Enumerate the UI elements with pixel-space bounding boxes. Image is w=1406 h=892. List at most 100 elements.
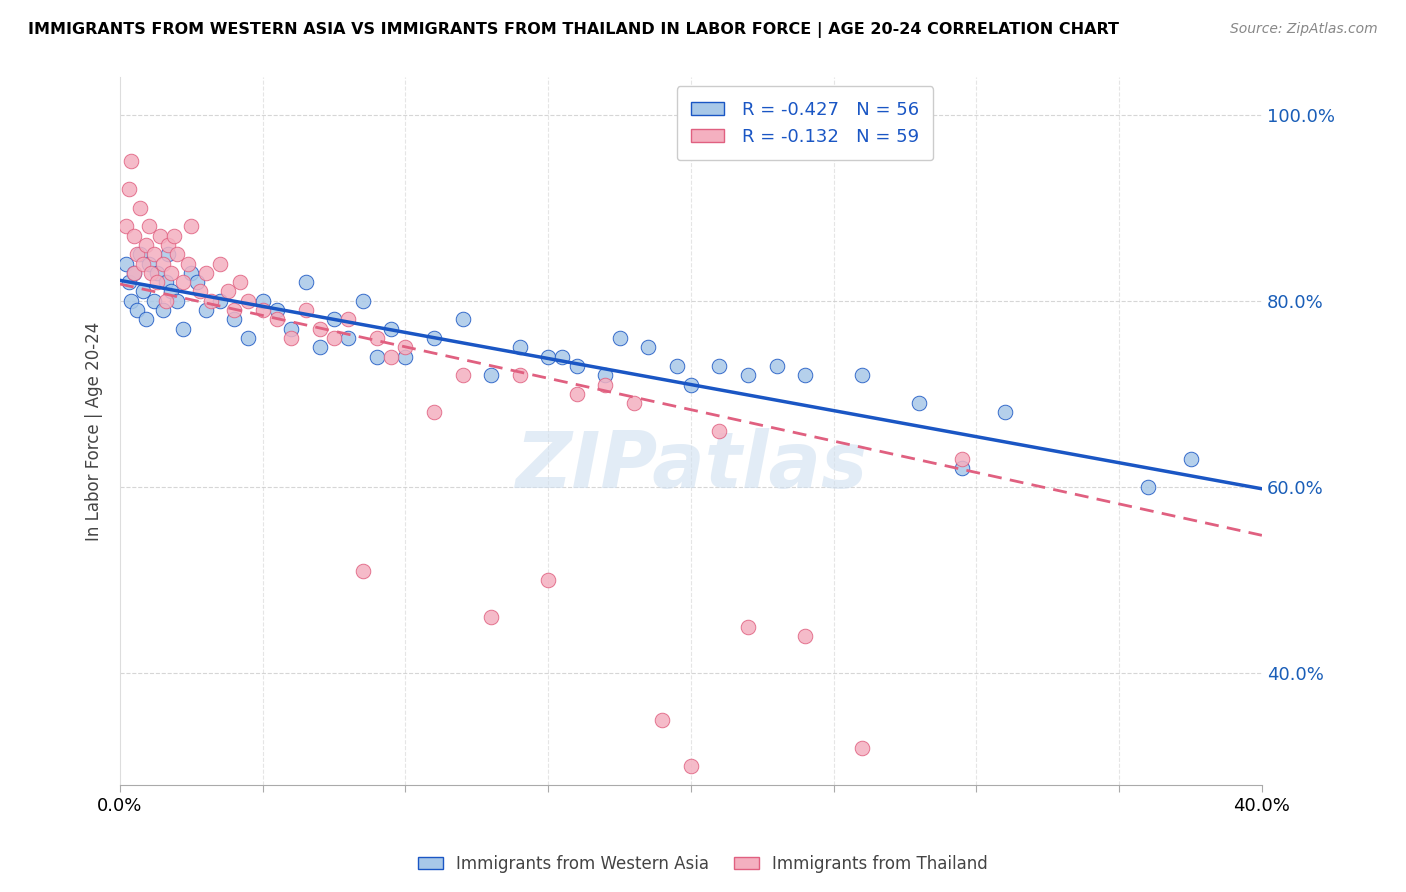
Point — [509, 368, 531, 383]
Point — [595, 377, 617, 392]
Point — [851, 368, 873, 383]
Point — [224, 312, 246, 326]
Point — [950, 452, 973, 467]
Point — [252, 293, 274, 308]
Point — [166, 247, 188, 261]
Point — [132, 256, 155, 270]
Point — [208, 293, 231, 308]
Point — [120, 293, 142, 308]
Point — [138, 219, 160, 234]
Point — [479, 368, 502, 383]
Point — [537, 350, 560, 364]
Point — [117, 182, 139, 196]
Point — [160, 266, 183, 280]
Y-axis label: In Labor Force | Age 20-24: In Labor Force | Age 20-24 — [86, 321, 103, 541]
Point — [794, 629, 817, 643]
Point — [208, 256, 231, 270]
Point — [238, 331, 260, 345]
Point — [149, 228, 172, 243]
Point — [551, 350, 574, 364]
Point — [117, 275, 139, 289]
Point — [155, 275, 177, 289]
Point — [394, 350, 416, 364]
Point — [172, 275, 194, 289]
Point — [122, 266, 145, 280]
Point — [565, 359, 588, 373]
Point — [765, 359, 787, 373]
Point — [120, 154, 142, 169]
Point — [114, 219, 136, 234]
Point — [194, 266, 217, 280]
Text: IMMIGRANTS FROM WESTERN ASIA VS IMMIGRANTS FROM THAILAND IN LABOR FORCE | AGE 20: IMMIGRANTS FROM WESTERN ASIA VS IMMIGRAN… — [28, 22, 1119, 38]
Point — [146, 275, 169, 289]
Point — [609, 331, 631, 345]
Text: Source: ZipAtlas.com: Source: ZipAtlas.com — [1230, 22, 1378, 37]
Point — [595, 368, 617, 383]
Point — [163, 228, 186, 243]
Legend: R = -0.427   N = 56, R = -0.132   N = 59: R = -0.427 N = 56, R = -0.132 N = 59 — [676, 87, 934, 161]
Point — [152, 303, 174, 318]
Point — [224, 303, 246, 318]
Point — [851, 740, 873, 755]
Point — [651, 713, 673, 727]
Text: ZIPatlas: ZIPatlas — [515, 428, 868, 505]
Point — [451, 368, 474, 383]
Point — [337, 331, 360, 345]
Point — [908, 852, 931, 866]
Point — [423, 405, 446, 419]
Point — [155, 293, 177, 308]
Point — [950, 461, 973, 475]
Point — [217, 285, 239, 299]
Point — [252, 303, 274, 318]
Point — [294, 275, 316, 289]
Point — [737, 619, 759, 633]
Point — [194, 303, 217, 318]
Point — [266, 312, 288, 326]
Point — [141, 266, 163, 280]
Point — [157, 238, 180, 252]
Point — [308, 340, 330, 354]
Point — [129, 201, 152, 215]
Point — [160, 285, 183, 299]
Point — [186, 275, 208, 289]
Point — [679, 377, 702, 392]
Point — [132, 285, 155, 299]
Point — [994, 805, 1017, 820]
Point — [143, 247, 166, 261]
Point — [679, 759, 702, 773]
Point — [737, 368, 759, 383]
Point — [166, 293, 188, 308]
Point — [565, 387, 588, 401]
Point — [451, 312, 474, 326]
Point — [200, 293, 222, 308]
Point — [180, 266, 202, 280]
Point — [294, 303, 316, 318]
Point — [152, 256, 174, 270]
Point — [794, 368, 817, 383]
Point — [665, 359, 688, 373]
Point — [114, 256, 136, 270]
Point — [423, 331, 446, 345]
Point — [157, 247, 180, 261]
Point — [308, 322, 330, 336]
Point — [623, 396, 645, 410]
Point — [380, 350, 402, 364]
Point — [1136, 480, 1159, 494]
Point — [122, 228, 145, 243]
Point — [908, 396, 931, 410]
Point — [509, 340, 531, 354]
Point — [188, 285, 211, 299]
Point — [394, 340, 416, 354]
Point — [323, 312, 346, 326]
Point — [366, 331, 388, 345]
Point — [1180, 452, 1202, 467]
Point — [380, 322, 402, 336]
Point — [337, 312, 360, 326]
Point — [323, 331, 346, 345]
Point — [352, 564, 374, 578]
Point — [135, 238, 157, 252]
Point — [127, 247, 149, 261]
Point — [537, 573, 560, 587]
Point — [238, 293, 260, 308]
Point — [709, 424, 731, 438]
